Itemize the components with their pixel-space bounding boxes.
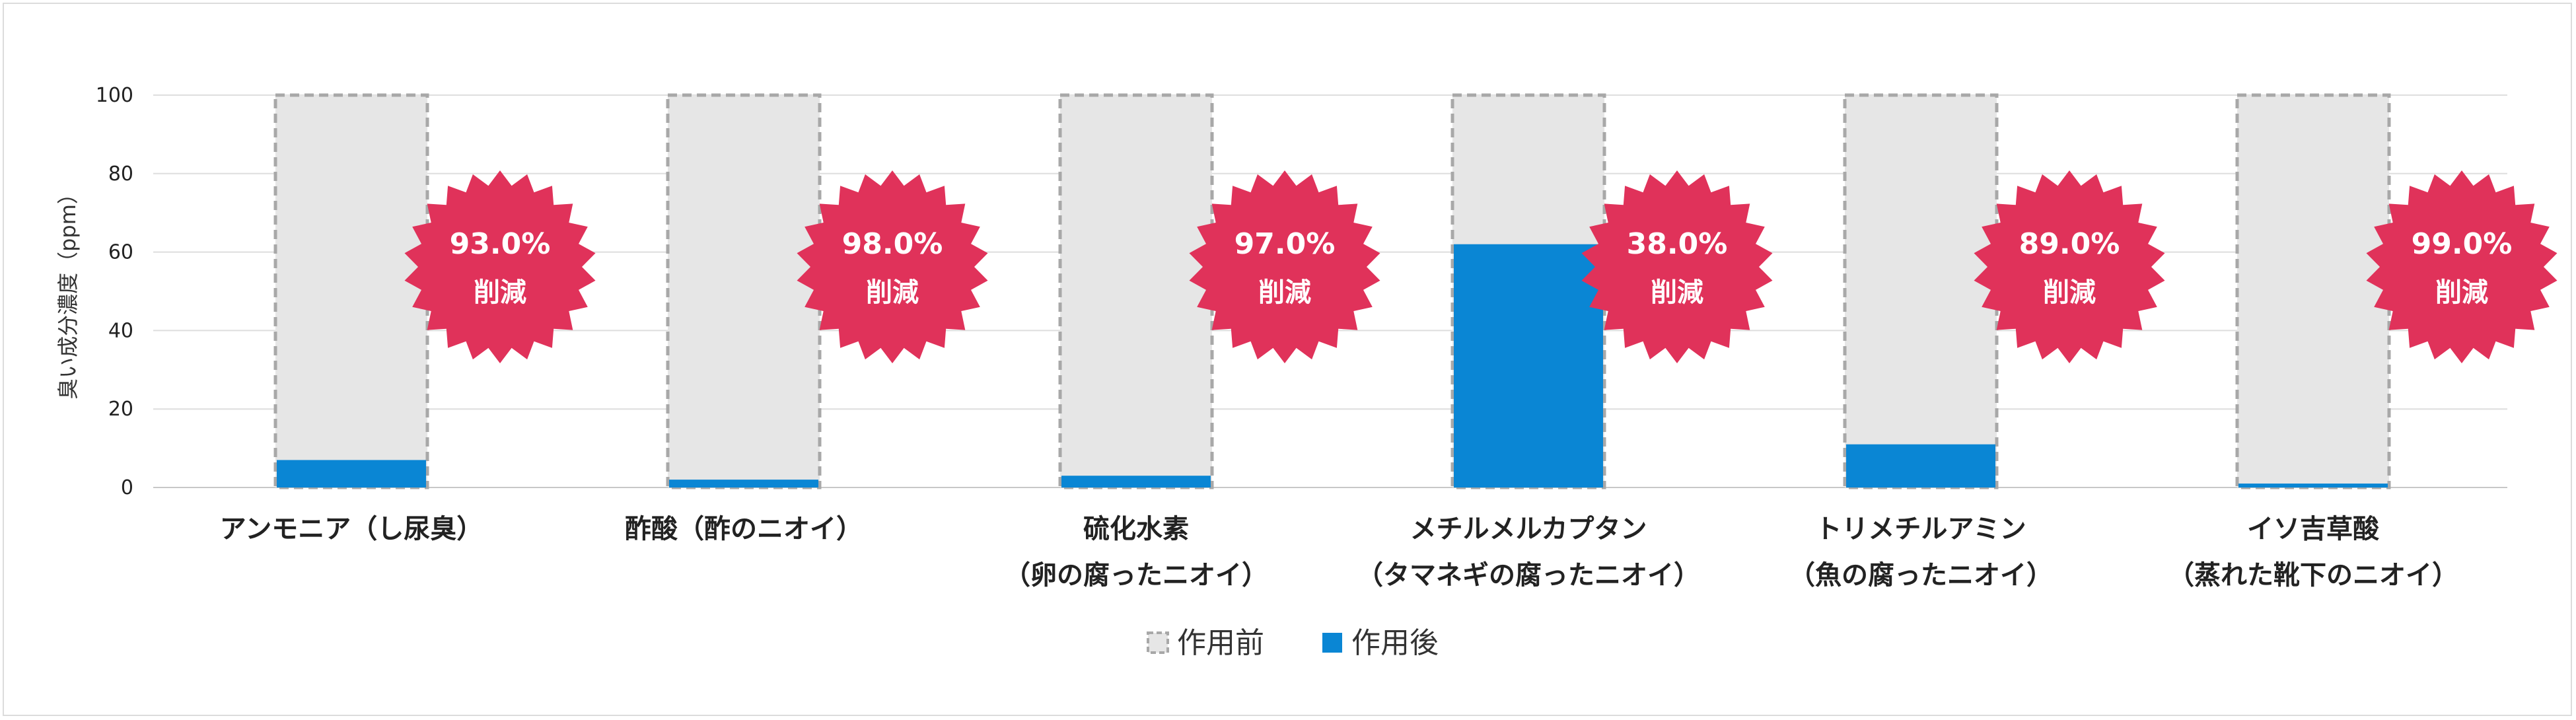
reduction-text: 削減 (1258, 277, 1311, 308)
category-label: イソ吉草酸 (2247, 514, 2380, 544)
bar-after (1846, 444, 1995, 487)
y-axis-ticks: 0 20 40 60 80 100 (96, 84, 133, 499)
category-label: メチルメルカプタン (1410, 514, 1647, 544)
bar-before (273, 93, 429, 489)
category-label: （蒸れた靴下のニオイ） (2168, 560, 2458, 591)
reduction-text: 削減 (2043, 277, 2096, 308)
bar-after (669, 480, 818, 487)
reduction-badge (797, 170, 988, 363)
bar-before (1058, 93, 1214, 489)
bar-before (1843, 93, 1999, 489)
bar-after (277, 460, 426, 487)
legend-swatch-after (1322, 633, 1342, 653)
reduction-percent: 98.0% (842, 227, 943, 261)
legend-label-after: 作用後 (1351, 626, 1439, 660)
bars (273, 93, 2391, 489)
legend-label-before: 作用前 (1177, 626, 1264, 660)
legend-swatch-before (1147, 631, 1169, 654)
reduction-badge (404, 170, 596, 363)
bar-before (2235, 93, 2391, 489)
y-tick-label: 80 (108, 162, 133, 186)
reduction-badge (1974, 170, 2165, 363)
bar-after (1454, 244, 1603, 487)
category-label: （魚の腐ったニオイ） (1789, 560, 2053, 591)
category-label: （タマネギの腐ったニオイ） (1357, 560, 1700, 591)
reduction-percent: 93.0% (450, 227, 551, 261)
reduction-badge (2366, 170, 2558, 363)
category-label: 硫化水素 (1083, 514, 1189, 544)
category-label: トリメチルアミン (1815, 514, 2026, 544)
y-tick-label: 0 (121, 476, 133, 499)
reduction-percent: 99.0% (2412, 227, 2513, 261)
y-tick-label: 100 (96, 84, 133, 107)
category-label: （卵の腐ったニオイ） (1004, 560, 1268, 591)
reduction-badges: 93.0% 削減 98.0% 削減 97.0% 削減 38.0% 削減 89.0% 削減 99.0%… (404, 170, 2558, 363)
reduction-badge (1189, 170, 1380, 363)
reduction-text: 削減 (2435, 277, 2488, 308)
y-tick-label: 20 (108, 398, 133, 421)
reduction-percent: 97.0% (1234, 227, 1336, 261)
bar-after (1061, 476, 1211, 487)
category-labels: アンモニア（し尿臭） 酢酸（酢のニオイ） 硫化水素 （卵の腐ったニオイ） メチルメルカプ… (220, 514, 2458, 591)
reduction-percent: 89.0% (2019, 227, 2120, 261)
chart-frame: 0 20 40 60 80 100 臭い成分濃度（ppm） 93.0% 削減 98.0% 削減 9… (3, 3, 2572, 716)
y-tick-label: 40 (108, 319, 133, 342)
legend: 作用前 作用後 (1147, 626, 1439, 660)
bar-before (666, 93, 822, 489)
reduction-text: 削減 (1651, 277, 1703, 308)
reduction-percent: 38.0% (1627, 227, 1728, 261)
reduction-text: 削減 (474, 277, 526, 308)
y-tick-label: 60 (108, 241, 133, 264)
reduction-text: 削減 (866, 277, 919, 308)
bar-after (2238, 484, 2388, 487)
category-label: アンモニア（し尿臭） (220, 514, 483, 544)
reduction-badge (1581, 170, 1773, 363)
y-axis-label: 臭い成分濃度（ppm） (55, 183, 81, 400)
category-label: 酢酸（酢のニオイ） (625, 514, 863, 544)
